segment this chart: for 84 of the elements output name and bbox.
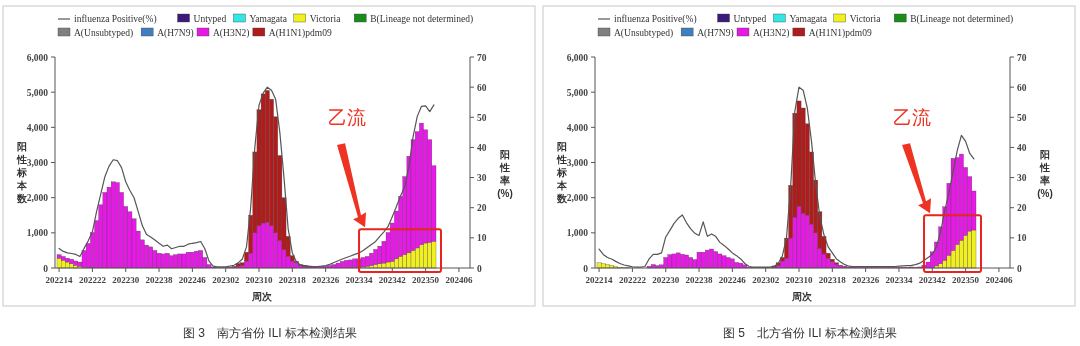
y-axis-title: 阳性标本数 (16, 141, 28, 204)
legend-label: A(Unsubtyped) (74, 28, 134, 39)
y-tick-label: 0 (43, 263, 49, 274)
legend-label: Untyped (733, 14, 767, 24)
legend-label: influenza Positive(%) (74, 14, 157, 25)
x-tick-label: 202310 (785, 275, 813, 285)
y2-tick-label: 0 (1017, 263, 1022, 274)
x-tick-label: 202318 (278, 275, 307, 285)
legend-label: influenza Positive(%) (614, 14, 697, 25)
legend-label: A(H7N9) (157, 28, 194, 39)
x-tick-label: 202230 (112, 275, 140, 285)
x-tick-label: 202222 (618, 275, 647, 285)
legend-label: Yamagata (789, 14, 828, 24)
y-axis-title: 阳性标本数 (556, 141, 568, 204)
x-tick-label: 202350 (412, 275, 440, 285)
y2-tick-label: 60 (1017, 82, 1027, 93)
y-tick-label: 2,000 (26, 193, 49, 204)
x-tick-label: 202302 (752, 275, 780, 285)
y2-axis-title: 阳性率(%) (1037, 149, 1053, 199)
x-tick-label: 202310 (245, 275, 273, 285)
y-tick-label: 6,000 (566, 52, 589, 63)
x-tick-label: 202406 (985, 275, 1013, 285)
y2-tick-label: 40 (1017, 142, 1027, 153)
legend-label: B(Lineage not determined) (370, 14, 474, 25)
x-tick-label: 202326 (312, 275, 340, 285)
x-tick-label: 202350 (952, 275, 980, 285)
y-tick-label: 3,000 (566, 158, 589, 168)
y2-tick-label: 20 (477, 203, 487, 214)
x-tick-label: 202238 (685, 275, 714, 285)
x-tick-label: 202326 (852, 275, 880, 285)
x-axis-title: 周次 (251, 291, 273, 302)
x-tick-label: 202246 (178, 275, 207, 285)
legend-label: Untyped (193, 14, 227, 24)
y-tick-label: 1,000 (26, 228, 49, 239)
y-tick-label: 3,000 (26, 158, 49, 168)
legend-label: Yamagata (249, 14, 288, 24)
legend-label: A(H1N1)pdm09 (268, 28, 332, 39)
x-tick-label: 202318 (818, 275, 847, 285)
y2-tick-label: 70 (477, 52, 487, 63)
y-tick-label: 5,000 (566, 87, 589, 98)
y2-tick-label: 0 (477, 263, 482, 274)
y-tick-label: 2,000 (566, 193, 589, 204)
legend-label: A(H1N1)pdm09 (808, 28, 872, 39)
y2-tick-label: 50 (477, 112, 487, 123)
y2-tick-label: 10 (477, 233, 487, 244)
x-tick-label: 202238 (145, 275, 174, 285)
x-tick-label: 202334 (345, 275, 373, 285)
x-tick-label: 202334 (885, 275, 913, 285)
y-tick-label: 5,000 (26, 87, 49, 98)
text: 图 3 南方省份 ILI 标本检测结果 (182, 326, 358, 340)
annotation: 乙流 (893, 106, 932, 128)
x-tick-label: 202222 (78, 275, 107, 285)
y2-tick-label: 40 (477, 142, 487, 153)
y2-tick-label: 60 (477, 82, 487, 93)
x-tick-label: 202342 (378, 275, 407, 285)
x-tick-label: 202214 (45, 275, 74, 285)
y2-tick-label: 50 (1017, 112, 1027, 123)
y-tick-label: 0 (583, 263, 589, 274)
x-axis-title: 周次 (791, 291, 813, 302)
y2-tick-label: 10 (1017, 233, 1027, 244)
legend-label: B(Lineage not determined) (910, 14, 1014, 25)
x-tick-label: 202246 (718, 275, 747, 285)
y2-tick-label: 70 (1017, 52, 1027, 63)
annotation: 乙流 (328, 106, 367, 128)
legend-label: A(Unsubtyped) (614, 28, 674, 39)
y2-tick-label: 30 (477, 173, 487, 184)
y2-tick-label: 30 (1017, 173, 1027, 184)
text: 图 5 北方省份 ILI 标本检测结果 (722, 326, 898, 340)
x-tick-label: 202214 (585, 275, 614, 285)
legend-label: Victoria (309, 14, 342, 24)
y2-axis-title: 阳性率(%) (497, 149, 513, 199)
y-tick-label: 6,000 (26, 52, 49, 63)
legend-label: Victoria (849, 14, 882, 24)
y-tick-label: 1,000 (566, 228, 589, 239)
x-tick-label: 202406 (445, 275, 473, 285)
legend-label: A(H3N2) (213, 28, 250, 39)
x-tick-label: 202230 (652, 275, 680, 285)
x-tick-label: 202302 (212, 275, 240, 285)
legend-label: A(H7N9) (697, 28, 734, 39)
x-tick-label: 202342 (918, 275, 947, 285)
legend-label: A(H3N2) (753, 28, 790, 39)
y-tick-label: 4,000 (566, 122, 589, 133)
y2-tick-label: 20 (1017, 203, 1027, 214)
y-tick-label: 4,000 (26, 122, 49, 133)
